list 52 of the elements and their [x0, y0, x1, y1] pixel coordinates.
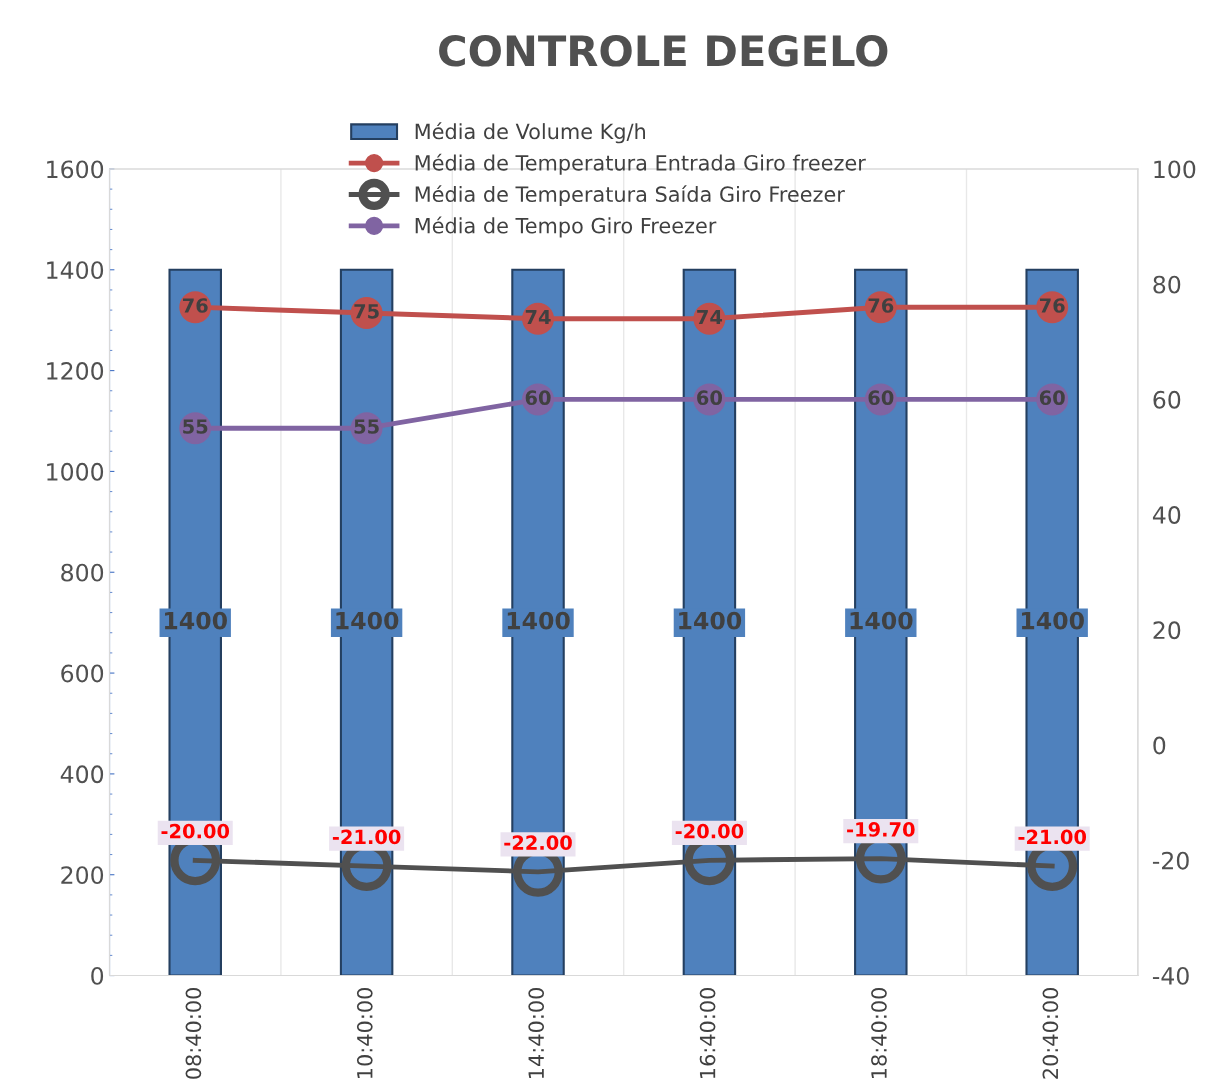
data-label: 55	[183, 419, 208, 434]
data-label: 75	[354, 304, 379, 319]
legend-label: Média de Temperatura Saída Giro Freezer	[415, 185, 845, 207]
data-label: 1400	[165, 611, 227, 630]
x-tick-label: 20:40:00	[1042, 988, 1059, 1079]
data-label: -19.70	[847, 822, 915, 837]
y2-tick-label: 0	[1153, 736, 1166, 755]
y2-tick-label: 20	[1153, 621, 1181, 640]
y-tick-label: 1000	[47, 462, 104, 481]
y2-tick-label: 80	[1153, 275, 1181, 294]
y2-tick-label: -20	[1152, 851, 1189, 870]
x-tick-label: 16:40:00	[699, 988, 716, 1078]
data-label: 1400	[679, 611, 742, 630]
y2-tick-label: 100	[1154, 160, 1196, 179]
data-label: -21.00	[332, 829, 401, 845]
x-tick-label: 18:40:00	[871, 988, 887, 1078]
y2-tick-label: -40	[1152, 967, 1189, 985]
data-label: 1400	[1022, 611, 1084, 630]
data-label: 1400	[507, 611, 570, 630]
data-label: 76	[1039, 298, 1065, 313]
data-label: 55	[354, 419, 379, 434]
y-tick-label: 200	[61, 866, 104, 885]
y2-tick-label: 60	[1153, 390, 1181, 409]
data-label: 76	[183, 298, 208, 313]
data-label: 60	[697, 390, 723, 406]
data-label: 1400	[850, 611, 913, 630]
data-label: 76	[868, 298, 894, 313]
y-tick-label: 1200	[47, 362, 104, 380]
data-label: 60	[1039, 390, 1065, 406]
y-tick-label: 600	[61, 664, 104, 683]
x-tick-label: 14:40:00	[528, 988, 545, 1078]
chart-title: CONTROLE DEGELO	[439, 35, 888, 67]
data-label: 1400	[336, 611, 399, 630]
legend-label: Média de Tempo Giro Freezer	[415, 216, 717, 238]
y2-tick-label: 40	[1152, 506, 1181, 524]
data-label: 60	[525, 390, 551, 406]
data-label: 60	[868, 390, 894, 406]
y-tick-label: 1600	[47, 160, 104, 179]
data-label: -20.00	[675, 823, 744, 839]
y-tick-label: 1400	[47, 261, 104, 280]
y-tick-label: 0	[91, 967, 104, 985]
x-tick-label: 08:40:00	[185, 988, 202, 1079]
legend-label: Média de Temperatura Entrada Giro freezer	[415, 153, 866, 175]
data-label: 74	[697, 309, 723, 325]
x-tick-label: 10:40:00	[356, 988, 373, 1078]
data-label: -20.00	[161, 823, 230, 839]
y-tick-label: 400	[60, 765, 104, 784]
y-tick-label: 800	[61, 563, 104, 582]
data-label: 74	[525, 309, 551, 325]
legend-label: Média de Volume Kg/h	[415, 122, 645, 144]
data-label: -21.00	[1018, 829, 1087, 845]
data-label: -22.00	[504, 835, 572, 851]
